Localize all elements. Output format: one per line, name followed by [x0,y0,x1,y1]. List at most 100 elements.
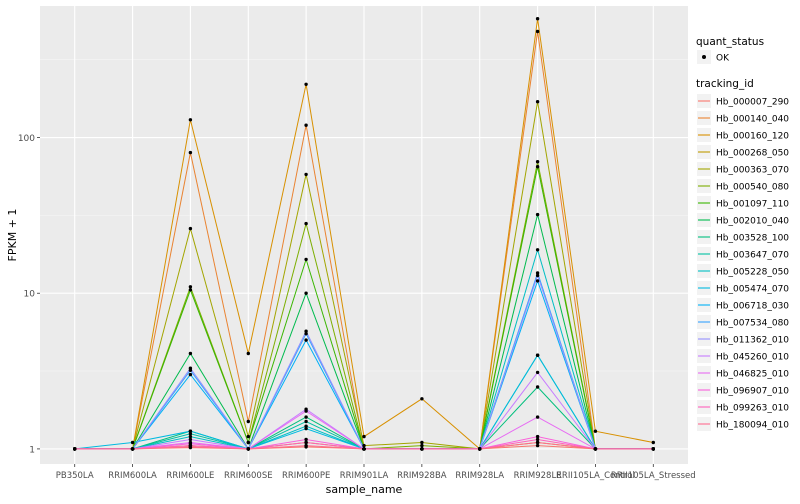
data-point [420,397,424,401]
data-point [420,440,424,445]
x-tick-label: RRIM928BA [397,471,447,481]
y-tick-label: 100 [18,134,35,144]
data-point [188,118,193,122]
data-point [304,257,308,262]
legend: quant_status OK tracking_id Hb_000007_29… [696,36,789,431]
legend-color-label: Hb_000268_050 [716,149,789,159]
data-point [188,150,193,155]
data-point [651,440,655,445]
data-point [420,443,424,448]
legend-color-label: Hb_003647_070 [716,251,789,261]
data-point [535,370,540,375]
data-point [535,434,540,439]
data-point [246,419,250,424]
legend-color-label: Hb_000160_120 [716,132,789,142]
data-point [304,291,308,295]
legend-color-label: Hb_180094_010 [716,421,789,431]
y-tick-label: 1 [29,445,35,455]
data-point [535,29,540,34]
data-point [304,426,308,431]
y-tick-label: 10 [24,290,36,300]
legend-color-label: Hb_000363_070 [716,166,789,176]
data-point [535,273,540,278]
data-point [535,212,540,217]
x-axis: PB350LA RRIM600LA RRIM600LE RRIM600SE RRIM60… [56,464,696,481]
data-point [478,447,482,451]
x-axis-title: sample_name [326,483,403,496]
data-point [535,17,540,21]
x-tick-label: RRIM928LE [514,471,562,481]
data-point [304,440,308,445]
data-point [535,437,540,442]
legend-color-label: Hb_000140_040 [716,115,789,125]
data-point [304,424,308,428]
data-point [420,447,424,451]
data-point [593,447,598,451]
data-point [535,353,540,357]
legend-color-label: Hb_099263_010 [716,404,789,414]
data-point [535,385,540,389]
data-point [304,82,308,87]
data-point [188,288,193,292]
data-point [593,429,598,433]
data-point [188,285,193,289]
data-point [188,437,193,442]
data-point [304,338,308,342]
x-tick-label: RRIM600PE [282,471,330,481]
legend-color-label: Hb_005474_070 [716,285,789,295]
data-point [188,429,193,433]
data-point [188,366,193,370]
legend-color-label: Hb_000007_290 [716,98,789,108]
data-point [535,165,540,169]
data-point [246,447,250,451]
data-point [304,409,308,413]
data-point [246,351,250,356]
data-point [304,123,308,127]
data-point [535,440,540,445]
data-point [304,332,308,336]
legend-shape-label: OK [716,54,730,64]
data-point [362,443,366,448]
data-point [535,100,540,104]
legend-color-label: Hb_005228_050 [716,268,789,278]
legend-color-items: Hb_000007_290 Hb_000140_040 Hb_000160_120 H… [697,94,789,431]
data-point [246,440,250,445]
legend-color-label: Hb_046825_010 [716,370,789,380]
legend-color-title: tracking_id [696,78,754,90]
data-point [304,443,308,448]
data-point [535,443,540,448]
y-axis-title: FPKM + 1 [6,209,19,262]
data-point [304,172,308,177]
data-point [246,434,250,439]
data-point [188,445,193,449]
legend-color-label: Hb_002010_040 [716,217,789,227]
legend-color-label: Hb_003528_100 [716,234,789,244]
legend-color-label: Hb_096907_010 [716,387,789,397]
data-point [304,221,308,226]
y-axis: 1 10 100 [18,134,40,455]
data-point [73,447,77,451]
data-point [535,415,540,419]
data-point [304,437,308,442]
legend-color-label: Hb_045260_010 [716,353,789,363]
x-tick-label: RRII105LA_Control [556,471,635,481]
x-tick-label: PB350LA [56,471,94,481]
grid-layer [40,6,688,464]
data-point [535,271,540,275]
legend-point-key [702,55,706,59]
x-tick-label: RRIM600SE [224,471,273,481]
data-point [188,372,193,377]
data-point [362,434,366,439]
data-point [188,351,193,356]
data-point [304,419,308,424]
points-layer [73,17,655,451]
legend-color-label: Hb_011362_010 [716,336,789,346]
data-point [651,447,655,451]
data-point [535,160,540,164]
data-point [130,440,135,445]
data-point [188,432,193,436]
legend-shape-items: OK [697,50,730,64]
data-point [188,226,193,231]
